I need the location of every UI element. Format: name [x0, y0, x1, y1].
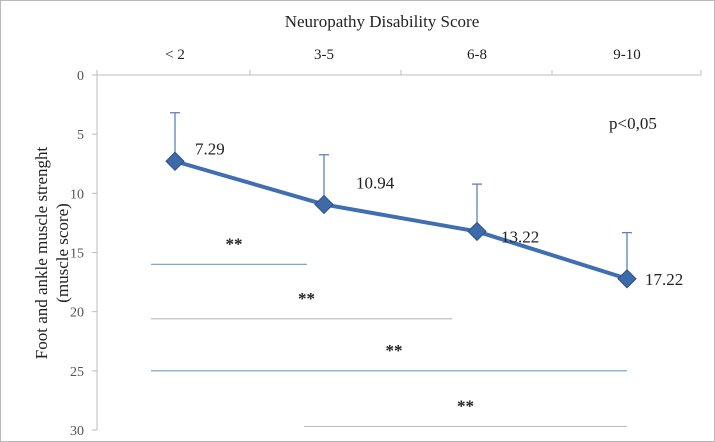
data-point-marker: [617, 269, 637, 289]
significance-stars: **: [386, 341, 403, 360]
y-tick-label: 5: [77, 128, 84, 143]
x-tick-label: < 2: [165, 47, 185, 63]
x-tick-label: 6-8: [467, 47, 487, 63]
data-points: [165, 151, 637, 289]
significance-annotations: ** ** ** **: [151, 234, 627, 428]
chart-title: Neuropathy Disability Score: [285, 12, 480, 31]
y-tick-label: 0: [77, 69, 84, 84]
significance-stars: **: [457, 396, 474, 415]
error-bars: [170, 112, 632, 279]
p-value-annotation: p<0,05: [609, 114, 657, 133]
y-tick-label: 20: [70, 306, 84, 321]
data-labels: 7.29 10.94 13.22 17.22: [195, 139, 683, 289]
significance-stars: **: [298, 289, 315, 308]
data-label: 17.22: [645, 270, 683, 289]
y-tick-label: 15: [70, 247, 84, 262]
y-axis-label: Foot and ankle muscle strenght (muscle sc…: [32, 146, 72, 359]
y-tick-label: 10: [70, 187, 84, 202]
data-point-marker: [314, 194, 334, 215]
significance-stars: **: [226, 234, 243, 253]
data-point-marker: [165, 151, 185, 171]
x-tick-label: 9-10: [613, 47, 641, 63]
data-label: 7.29: [195, 139, 225, 158]
data-label: 13.22: [501, 227, 539, 246]
y-axis-title: Foot and ankle muscle strenght (muscle sc…: [32, 146, 72, 359]
series-line: [174, 159, 628, 281]
y-axis-title-line-1: Foot and ankle muscle strenght: [32, 146, 51, 359]
y-tick-label: 30: [70, 424, 84, 439]
series-polyline: [174, 159, 628, 281]
y-axis-title-line-2: (muscle score): [53, 203, 72, 303]
data-label: 10.94: [356, 173, 395, 192]
data-point-marker: [467, 221, 487, 242]
axes: < 2 3-5 6-8 9-10 0 5 10 15 20 25 30: [70, 47, 702, 439]
x-tick-label: 3-5: [314, 47, 334, 63]
y-tick-label: 25: [70, 365, 84, 380]
